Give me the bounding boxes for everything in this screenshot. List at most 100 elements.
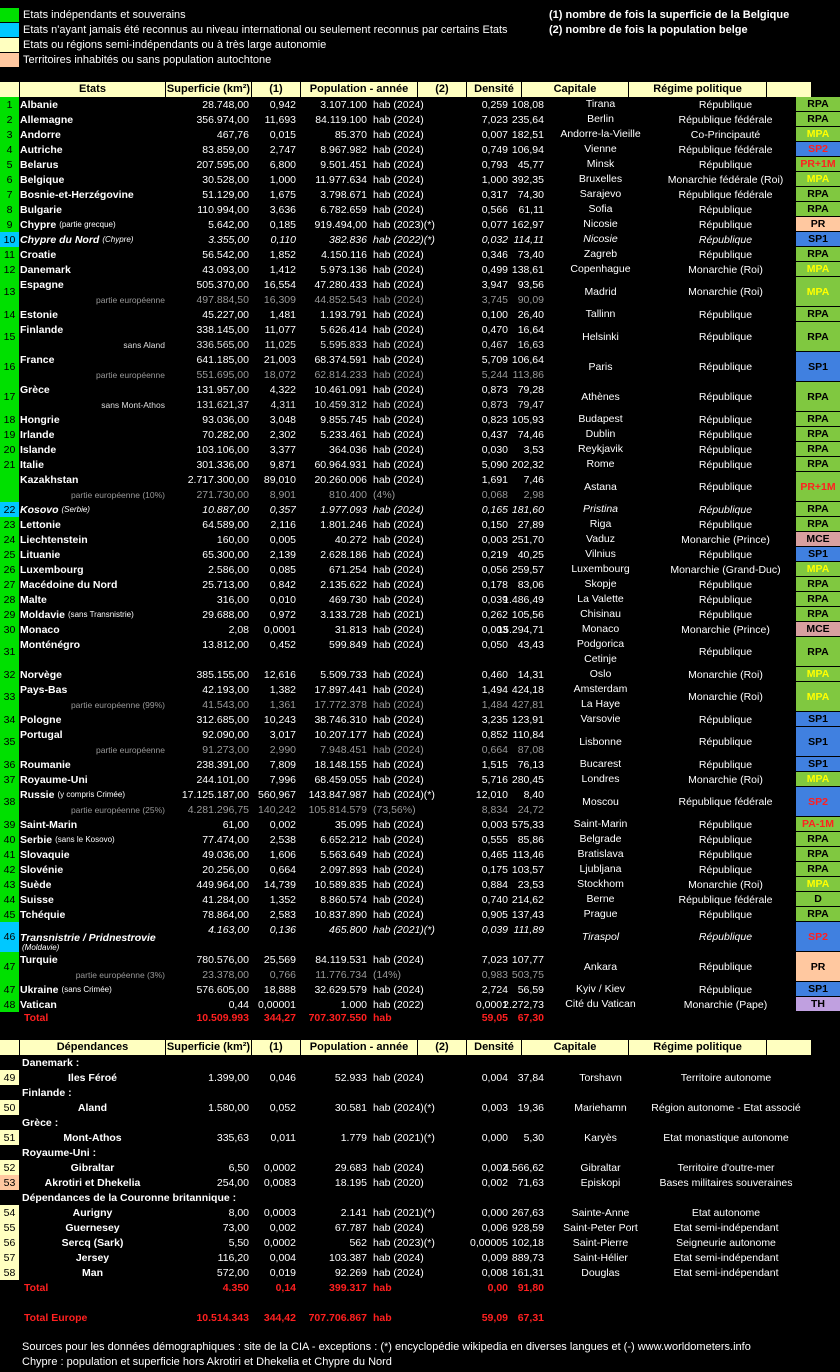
state-name: Espagne: [20, 277, 165, 292]
capital-line: Tallinn: [585, 308, 616, 320]
state-pop-ratio: 0,852: [481, 728, 508, 741]
state-population: 84.119.531: [315, 953, 367, 966]
capital-line: Chisinau: [580, 608, 621, 620]
state-year: hab (2024): [373, 98, 424, 111]
dependency-capital: Torshavn: [579, 1071, 622, 1084]
sub-pop-ratio: 3,745: [481, 293, 508, 306]
state-year: hab (2024): [373, 458, 424, 471]
state-population: 8.967.982: [320, 143, 367, 156]
state-number: [0, 472, 19, 502]
state-badge: RPA: [796, 427, 840, 441]
dependency-name: Iles Féroé: [67, 1071, 118, 1084]
state-number: 27: [0, 577, 19, 592]
total-year: hab: [373, 1011, 392, 1024]
dependency-number: 49: [0, 1070, 19, 1085]
state-population: 10.207.177: [314, 728, 367, 741]
state-row: 38 Russie (y compris Crimée) 17.125.187,00 5…: [0, 787, 840, 817]
total-population: 707.307.550: [308, 1011, 367, 1024]
state-area: 2.717.300,00: [187, 473, 249, 486]
state-area-ratio: 11,693: [264, 113, 296, 126]
state-year: hab (2024): [373, 683, 424, 696]
dependency-year: hab (2024): [373, 1221, 424, 1234]
state-density: 182,51: [511, 128, 544, 141]
state-population: 35.095: [334, 818, 367, 831]
state-pop-ratio: 1,000: [481, 173, 508, 186]
state-row: 11 Croatie 56.542,00 1,852 4.150.116 hab (202…: [0, 247, 840, 262]
state-name: Malte: [20, 592, 165, 607]
state-population: 5.509.733: [320, 668, 367, 681]
state-area: 78.864,00: [202, 908, 249, 921]
state-regime: Monarchie (Roi): [688, 773, 763, 786]
state-row: 8 Bulgarie 110.994,00 3,636 6.782.659 hab (20…: [0, 202, 840, 217]
state-pop-ratio: 0,032: [481, 233, 508, 246]
state-pop-ratio: 0,460: [481, 668, 508, 681]
state-row: 39 Saint-Marin 61,00 0,002 35.095 hab (2024) 0…: [0, 817, 840, 832]
state-name-text: Grèce: [20, 383, 50, 396]
state-badge: RPA: [796, 517, 840, 531]
state-density: 43,43: [517, 638, 544, 651]
sub-area: 41.543,00: [202, 698, 249, 711]
state-name: Autriche: [20, 142, 165, 157]
state-regime: République: [698, 518, 753, 531]
dependency-area: 254,00: [216, 1176, 249, 1189]
dependency-pop-ratio: 0,00005: [470, 1236, 508, 1249]
state-name: Grèce: [20, 382, 165, 397]
state-regime: Monarchie (Prince): [681, 533, 770, 546]
state-number: 3: [0, 127, 19, 142]
state-regime: République: [698, 503, 753, 516]
capital-line: Rome: [586, 458, 615, 470]
state-area: 83.859,00: [202, 143, 249, 156]
state-area-ratio: 0,452: [269, 638, 296, 651]
state-name: Albanie: [20, 97, 165, 112]
state-capital: Astana: [548, 472, 653, 502]
capital-line: Nicosie: [583, 218, 618, 230]
state-number: 14: [0, 307, 19, 322]
state-name-text: Suède: [20, 878, 52, 891]
state-area-ratio: 1,000: [269, 173, 296, 186]
state-year: hab (2024): [373, 383, 424, 396]
state-row: 40 Serbie (sans le Kosovo) 77.474,00 2,538 6.…: [0, 832, 840, 847]
dependency-year: hab (2023)(*): [373, 1236, 435, 1249]
state-year: hab (2024): [373, 173, 424, 186]
header-cell: Population - année: [301, 82, 417, 97]
state-capital: Monaco: [548, 622, 653, 637]
state-row: 33 Pays-Bas 42.193,00 1,382 17.897.441 hab (2…: [0, 682, 840, 712]
state-population: 20.260.006: [314, 473, 367, 486]
state-population: 8.860.574: [320, 893, 367, 906]
state-badge: RPA: [796, 382, 840, 411]
state-name: Pologne: [20, 712, 165, 727]
header-num-cell: [0, 1040, 19, 1055]
state-row: 21 Italie 301.336,00 9,871 60.964.931 hab (20…: [0, 457, 840, 472]
state-capital: Cité du Vatican: [548, 997, 653, 1012]
sub-area: 91.273,00: [202, 743, 249, 756]
state-area: 207.595,00: [196, 158, 249, 171]
state-regime: République: [698, 578, 753, 591]
state-number: 41: [0, 847, 19, 862]
dependency-area: 335,63: [216, 1131, 249, 1144]
state-name: Bulgarie: [20, 202, 165, 217]
sub-pop-ratio: 8,834: [481, 803, 508, 816]
state-row: 31 Monténégro 13.812,00 0,452 599.849 hab (20…: [0, 637, 840, 667]
state-name-text: Lettonie: [20, 518, 61, 531]
capital-line: Berlin: [587, 113, 614, 125]
state-capital: Skopje: [548, 577, 653, 592]
legend-swatch: [0, 7, 19, 22]
state-population: 5.626.414: [320, 323, 367, 336]
state-pop-ratio: 0,470: [481, 323, 508, 336]
state-row: 35 Portugal 92.090,00 3,017 10.207.177 hab (2…: [0, 727, 840, 757]
state-density: 106,64: [511, 353, 544, 366]
sub-area-ratio: 2,990: [269, 743, 296, 756]
state-year: hab (2024): [373, 143, 424, 156]
state-pop-ratio: 0,823: [481, 413, 508, 426]
state-density: 83,06: [517, 578, 544, 591]
total-density: 67,30: [517, 1011, 544, 1024]
state-badge: MPA: [796, 562, 840, 576]
state-pop-ratio: 0,165: [481, 503, 508, 516]
state-number: 36: [0, 757, 19, 772]
state-population: 1.977.093: [320, 503, 367, 516]
state-name: Portugal: [20, 727, 165, 742]
state-density: 27,89: [517, 518, 544, 531]
state-capital: Nicosie: [548, 217, 653, 232]
capital-line: Budapest: [578, 413, 623, 425]
state-name: Croatie: [20, 247, 165, 262]
